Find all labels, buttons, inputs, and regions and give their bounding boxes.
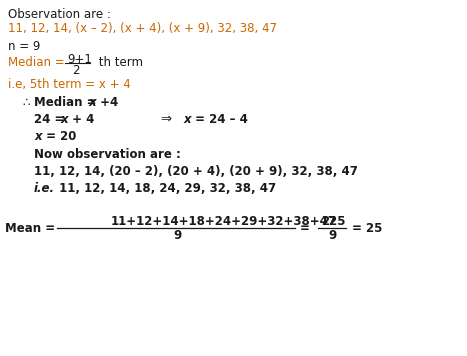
Text: =: = [300, 222, 310, 235]
Text: Median =: Median = [8, 56, 68, 69]
Text: +4: +4 [96, 96, 118, 109]
Text: = 25: = 25 [352, 222, 382, 235]
Text: th term: th term [95, 56, 143, 69]
Text: x: x [88, 96, 96, 109]
Text: = 20: = 20 [42, 130, 77, 143]
Text: i.e, 5th term = x + 4: i.e, 5th term = x + 4 [8, 78, 131, 91]
Text: Now observation are :: Now observation are : [34, 148, 181, 161]
Text: ∴: ∴ [22, 96, 29, 109]
Text: x: x [34, 130, 42, 143]
Text: 9: 9 [328, 229, 336, 242]
Text: Mean =: Mean = [5, 222, 55, 235]
Text: 11+12+14+18+24+29+32+38+47: 11+12+14+18+24+29+32+38+47 [111, 215, 337, 228]
Text: 9+1: 9+1 [67, 53, 92, 66]
Text: ⇒: ⇒ [160, 113, 171, 126]
Text: 11, 12, 14, 18, 24, 29, 32, 38, 47: 11, 12, 14, 18, 24, 29, 32, 38, 47 [55, 182, 276, 195]
Text: 225: 225 [321, 215, 346, 228]
Text: i.e.: i.e. [34, 182, 55, 195]
Text: x: x [183, 113, 191, 126]
Text: 11, 12, 14, (x – 2), (x + 4), (x + 9), 32, 38, 47: 11, 12, 14, (x – 2), (x + 4), (x + 9), 3… [8, 22, 277, 35]
Text: = 24 – 4: = 24 – 4 [191, 113, 248, 126]
Text: 11, 12, 14, (20 – 2), (20 + 4), (20 + 9), 32, 38, 47: 11, 12, 14, (20 – 2), (20 + 4), (20 + 9)… [34, 165, 358, 178]
Text: Median =: Median = [34, 96, 100, 109]
Text: 9: 9 [173, 229, 181, 242]
Text: n = 9: n = 9 [8, 40, 40, 53]
Text: x: x [60, 113, 68, 126]
Text: Observation are :: Observation are : [8, 8, 111, 21]
Text: + 4: + 4 [68, 113, 94, 126]
Text: 2: 2 [72, 64, 79, 77]
Text: 24 =: 24 = [34, 113, 69, 126]
